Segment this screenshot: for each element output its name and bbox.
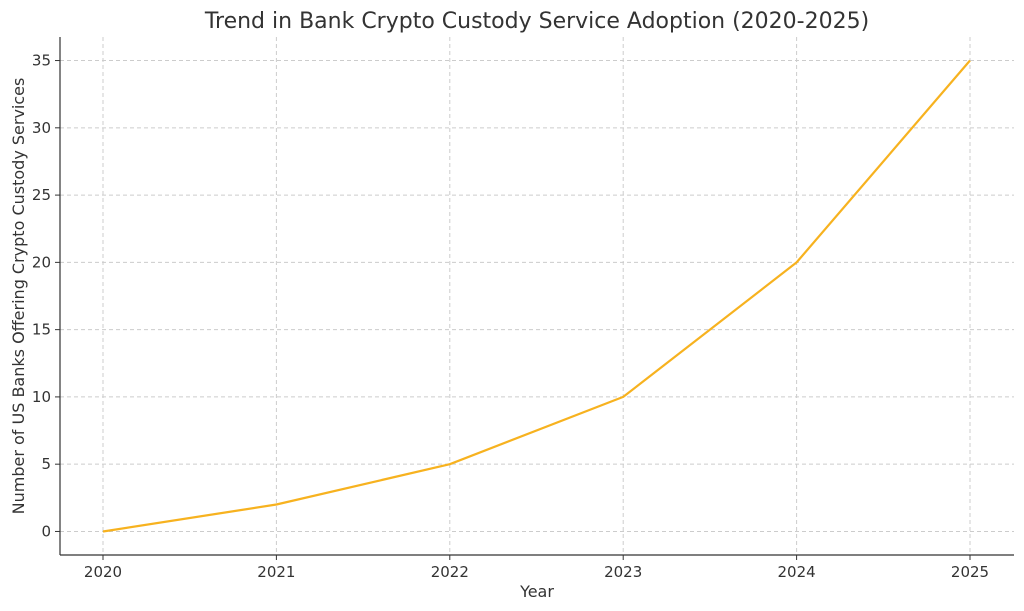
x-tick-label: 2024 [778,563,816,581]
y-tick-label: 20 [32,253,51,271]
x-tick-label: 2021 [257,563,295,581]
axes [59,37,1014,556]
y-tick-label: 10 [32,388,51,406]
y-tick-label: 35 [32,52,51,70]
grid [60,37,1014,555]
x-tick-label: 2022 [431,563,469,581]
y-tick-label: 5 [41,455,51,473]
x-tick-label: 2023 [604,563,642,581]
x-tick-label: 2025 [951,563,989,581]
series-line [102,59,971,533]
x-tick-label: 2020 [84,563,122,581]
chart-title: Trend in Bank Crypto Custody Service Ado… [204,9,869,34]
y-axis-label: Number of US Banks Offering Crypto Custo… [9,78,28,515]
data-series [102,59,971,533]
x-axis-ticks: 2020 2021 2022 2023 2024 2025 [84,555,989,581]
y-tick-label: 0 [41,522,51,540]
y-tick-label: 30 [32,119,51,137]
x-axis-label: Year [519,582,554,601]
y-tick-label: 15 [32,321,51,339]
y-axis-ticks: 0 5 10 15 20 25 30 35 [32,52,60,540]
y-tick-label: 25 [32,186,51,204]
